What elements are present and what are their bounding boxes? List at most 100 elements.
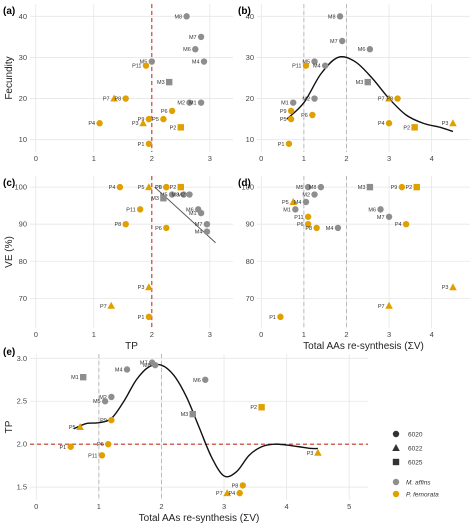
point-label: M1 [283,207,291,213]
data-point [311,58,318,65]
data-point [402,220,410,228]
point-label: P1 [269,315,276,321]
point-label: P6 [297,222,304,228]
x-tick-label: 1 [302,154,306,163]
data-point [203,228,211,235]
point-label: P11 [132,64,141,70]
y-tick-label: 10 [246,135,254,144]
point-label: M5 [93,399,101,405]
point-label: M3 [358,185,366,191]
point-label: P2 [250,405,257,411]
point-label: M4 [195,230,203,236]
point-label: P6 [155,226,162,232]
data-point [317,183,325,191]
data-point [160,115,167,123]
y-tick-label: 80 [246,257,254,266]
point-label: M7 [377,215,385,221]
y-tick-label: 40 [19,12,27,21]
x-tick-label: 4 [430,154,434,163]
data-point [197,99,205,106]
data-point [110,94,118,102]
data-point [309,111,316,119]
y-tick-label: 70 [246,294,254,303]
x-tick-label: 4 [430,330,434,339]
point-label: P7 [378,97,385,103]
x-tick-label: 3 [387,154,391,163]
legend-label: 6020 [408,432,423,439]
point-label: P7 [216,491,223,497]
data-point [364,78,371,86]
data-point [289,197,298,205]
data-point [80,373,87,381]
point-label: P8 [386,97,393,103]
x-tick-label: 3 [222,502,226,511]
data-point [197,209,205,217]
point-label: M3 [181,412,189,418]
point-label: P2 [170,125,177,131]
data-point [398,183,406,191]
point-label: M6 [193,378,201,384]
x-tick-label: 3 [208,330,212,339]
y-tick-label: 100 [241,183,254,192]
plot-background [30,176,233,328]
data-point [197,33,205,41]
data-point [137,206,144,213]
data-point [168,107,176,115]
smooth-curve [73,363,318,478]
data-point [145,140,153,147]
data-point [385,120,393,127]
data-point [394,95,401,102]
data-point [160,195,167,202]
x-tick-label: 2 [150,154,154,163]
data-point [239,482,247,489]
data-point [366,46,374,53]
point-label: M5 [296,185,304,191]
point-label: P4 [378,121,385,127]
data-point [203,220,211,228]
data-point [292,206,299,213]
panel-label: (c) [3,178,15,189]
data-point [163,224,170,232]
y-tick-label: 10 [19,135,27,144]
legend-marker-square [392,458,400,466]
point-label: M7 [330,39,338,45]
plot-background [257,176,470,328]
data-point [304,213,312,220]
point-label: M2 [99,395,107,401]
x-tick-label: 3 [387,330,391,339]
x-tick-label: 0 [34,154,38,163]
point-label: P5 [282,200,289,206]
data-point [200,58,208,65]
point-label: P3 [442,285,449,291]
data-point [290,99,297,106]
data-point [168,191,176,198]
x-tick-label: 0 [259,154,263,163]
panel-label: (b) [238,6,251,17]
point-label: M7 [195,222,203,228]
legend-marker-species [392,478,400,486]
plot-background [257,4,470,152]
y-tick-label: 90 [246,220,254,229]
data-point [145,183,153,191]
data-point [339,37,346,45]
data-point [314,448,322,456]
point-label: M3 [157,80,165,86]
point-label: M2 [177,101,185,107]
point-label: M1 [71,375,79,381]
point-label: P9 [155,185,162,191]
data-point [116,183,124,191]
y-axis-label: TP [4,420,15,433]
data-point [67,443,74,450]
point-label: P7 [103,97,110,103]
legend: 6020 6022 6025 M. affins P. femorata [392,430,439,499]
x-tick-label: 2 [159,502,163,511]
x-tick-label: 2 [344,330,348,339]
point-label: M7 [140,361,148,367]
data-point [366,183,374,191]
y-tick-label: 40 [246,12,254,21]
point-label: P6 [155,185,162,191]
point-label: P5 [69,425,76,431]
data-point [449,119,457,127]
point-label: M4 [192,60,200,66]
